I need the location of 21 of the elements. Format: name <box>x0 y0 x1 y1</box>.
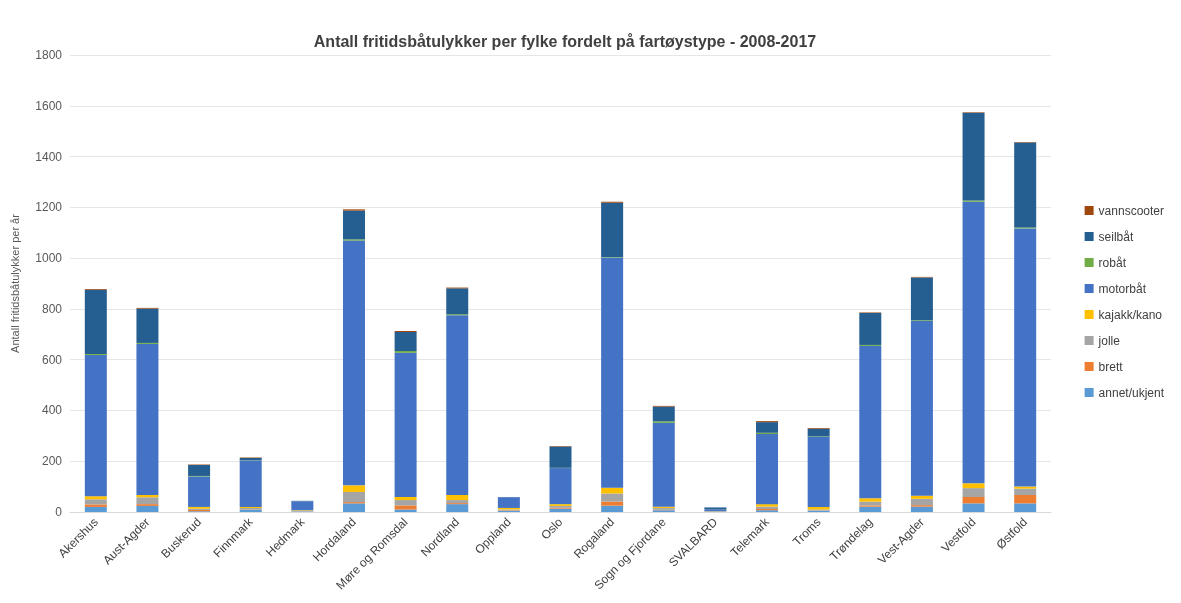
legend-label: robåt <box>1098 255 1127 270</box>
y-tick-label: 0 <box>55 505 63 519</box>
legend-label: brett <box>1098 359 1124 374</box>
y-tick-label: 800 <box>41 301 63 316</box>
legend-label: annet/ukjent <box>1098 385 1165 400</box>
legend-label: jolle <box>1097 333 1121 348</box>
legend-label: seilbåt <box>1098 229 1134 244</box>
y-tick-label: 1200 <box>35 200 63 215</box>
y-tick-label: 1800 <box>35 48 63 62</box>
legend-label: kajakk/kano <box>1098 307 1163 322</box>
y-axis-title: Antall fritidsbåtulykker per år <box>8 213 21 353</box>
y-tick-label: 1400 <box>35 149 63 164</box>
y-tick-label: 200 <box>41 454 63 469</box>
y-tick-label: 400 <box>41 403 63 418</box>
x-tick-label: Oslo <box>538 514 566 543</box>
chart-title: Antall fritidsbåtulykker per fylke fordelt på fartøystype - 2008-2017 <box>313 32 817 50</box>
y-tick-label: 1600 <box>35 98 63 113</box>
legend-label: vannscooter <box>1098 203 1164 218</box>
y-tick-label: 1000 <box>35 251 63 266</box>
legend-label: motorbåt <box>1098 281 1147 296</box>
y-tick-label: 600 <box>41 352 63 367</box>
